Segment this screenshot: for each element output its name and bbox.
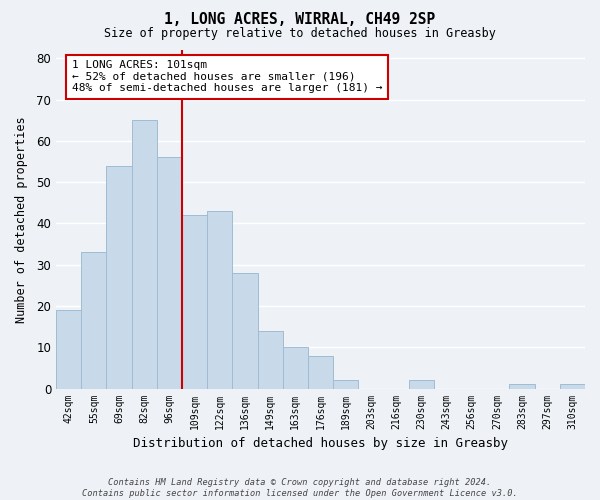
Bar	[81, 252, 106, 388]
Bar	[257, 331, 283, 388]
Bar	[509, 384, 535, 388]
Text: 1 LONG ACRES: 101sqm
← 52% of detached houses are smaller (196)
48% of semi-deta: 1 LONG ACRES: 101sqm ← 52% of detached h…	[72, 60, 382, 94]
Y-axis label: Number of detached properties: Number of detached properties	[15, 116, 28, 322]
X-axis label: Distribution of detached houses by size in Greasby: Distribution of detached houses by size …	[133, 437, 508, 450]
Bar	[56, 310, 81, 388]
Bar	[409, 380, 434, 388]
Bar	[131, 120, 157, 388]
Bar	[157, 158, 182, 388]
Bar	[308, 356, 333, 388]
Bar	[182, 215, 207, 388]
Bar	[333, 380, 358, 388]
Text: Size of property relative to detached houses in Greasby: Size of property relative to detached ho…	[104, 28, 496, 40]
Bar	[207, 211, 232, 388]
Bar	[232, 273, 257, 388]
Bar	[106, 166, 131, 388]
Text: 1, LONG ACRES, WIRRAL, CH49 2SP: 1, LONG ACRES, WIRRAL, CH49 2SP	[164, 12, 436, 28]
Bar	[560, 384, 585, 388]
Text: Contains HM Land Registry data © Crown copyright and database right 2024.
Contai: Contains HM Land Registry data © Crown c…	[82, 478, 518, 498]
Bar	[283, 348, 308, 389]
